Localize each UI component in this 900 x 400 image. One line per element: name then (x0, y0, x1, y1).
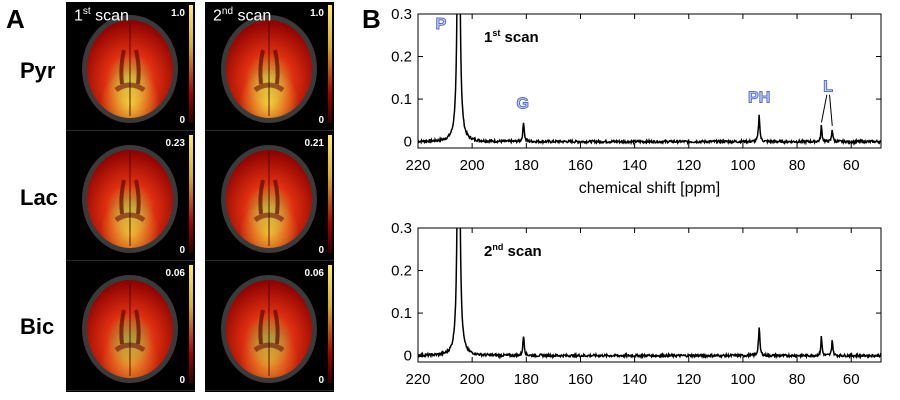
x-tick-label: 220 (405, 157, 430, 174)
x-tick-label: 160 (568, 371, 593, 388)
x-tick-label: 220 (405, 371, 430, 388)
colorbar-min-label: 0 (318, 375, 324, 386)
annotation-leader-line (829, 94, 833, 126)
spectrum-title: 2nd scan (484, 242, 542, 260)
colorbar-min-label: 0 (318, 115, 324, 126)
brain-image (82, 275, 178, 383)
spectrum-line (418, 14, 881, 146)
y-tick-label: 0.3 (391, 6, 412, 23)
annotation-leader-line (820, 94, 828, 123)
peak-label-p: P (436, 16, 447, 33)
colorbar-max-label: 1.0 (310, 8, 324, 19)
colorbar-max-label: 0.06 (304, 268, 324, 279)
x-tick-label: 100 (730, 157, 755, 174)
y-tick-label: 0 (404, 134, 412, 151)
brain-image (82, 15, 178, 123)
colorbar-max-label: 0.06 (165, 268, 185, 279)
spectrum-title: 1st scan (484, 28, 539, 46)
colorbar-min-label: 0 (179, 245, 185, 256)
brain-map-pyr-scan-1: 1.0 0 1st scan (66, 2, 195, 131)
brain-map-lac-scan-2: 0.21 0 (205, 132, 334, 261)
plot-frame (417, 227, 882, 363)
row-label-bic: Bic (20, 314, 55, 339)
colorbar (189, 265, 193, 383)
brain-column-1st-scan: 1.0 0 1st scan 0.23 0 0.06 0 (66, 2, 195, 392)
scan-column-title: 2nd scan (213, 6, 272, 25)
peak-label-g: G (517, 95, 529, 112)
scan-column-title: 1st scan (74, 6, 129, 25)
brain-image (221, 15, 317, 123)
y-tick-label: 0 (404, 348, 412, 365)
panel-b-letter: B (362, 4, 381, 34)
x-axis-label: chemical shift [ppm] (579, 180, 720, 197)
brain-image (221, 275, 317, 383)
brain-map-bic-scan-1: 0.06 0 (66, 262, 195, 391)
x-tick-label: 80 (789, 371, 806, 388)
colorbar-max-label: 0.23 (165, 138, 185, 149)
y-tick-label: 0.3 (391, 220, 412, 237)
y-tick-label: 0.2 (391, 49, 412, 66)
x-tick-label: 160 (568, 157, 593, 174)
y-tick-label: 0.2 (391, 263, 412, 280)
row-label-lac: Lac (20, 185, 58, 210)
panel-a-letter: A (6, 4, 25, 34)
x-tick-label: 140 (622, 371, 647, 388)
x-tick-label: 120 (676, 157, 701, 174)
x-tick-label: 60 (843, 371, 860, 388)
plot-frame (417, 13, 882, 149)
peak-label-ph: PH (748, 89, 770, 106)
colorbar (328, 135, 332, 253)
x-tick-label: 60 (843, 157, 860, 174)
colorbar-min-label: 0 (179, 375, 185, 386)
x-tick-label: 80 (789, 157, 806, 174)
colorbar (328, 265, 332, 383)
y-tick-label: 0.1 (391, 305, 412, 322)
x-tick-label: 180 (514, 157, 539, 174)
colorbar-min-label: 0 (179, 115, 185, 126)
spectrum-line (418, 228, 881, 360)
colorbar-min-label: 0 (318, 245, 324, 256)
brain-image (221, 145, 317, 253)
x-tick-label: 200 (460, 157, 485, 174)
colorbar (189, 135, 193, 253)
x-tick-label: 140 (622, 157, 647, 174)
colorbar-max-label: 1.0 (171, 8, 185, 19)
peak-label-l: L (823, 78, 833, 95)
brain-column-2nd-scan: 1.0 0 2nd scan 0.21 0 0.06 0 (205, 2, 334, 392)
colorbar-max-label: 0.21 (304, 138, 324, 149)
x-tick-label: 120 (676, 371, 701, 388)
colorbar (328, 5, 332, 123)
y-tick-label: 0.1 (391, 91, 412, 108)
x-tick-label: 100 (730, 371, 755, 388)
x-tick-label: 180 (514, 371, 539, 388)
x-tick-label: 200 (460, 371, 485, 388)
brain-map-bic-scan-2: 0.06 0 (205, 262, 334, 391)
row-label-pyr: Pyr (20, 58, 56, 83)
colorbar (189, 5, 193, 123)
brain-image (82, 145, 178, 253)
brain-map-lac-scan-1: 0.23 0 (66, 132, 195, 261)
brain-map-pyr-scan-2: 1.0 0 2nd scan (205, 2, 334, 131)
